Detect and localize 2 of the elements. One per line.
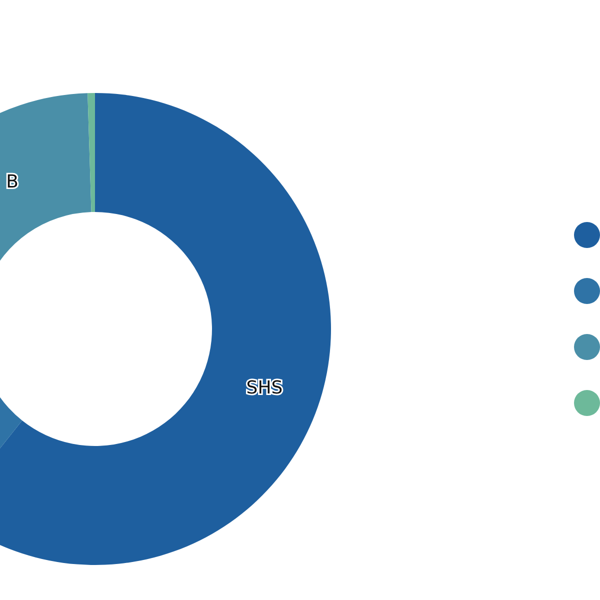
slice-label: SHS bbox=[246, 378, 283, 399]
slice-label: B bbox=[6, 172, 18, 193]
